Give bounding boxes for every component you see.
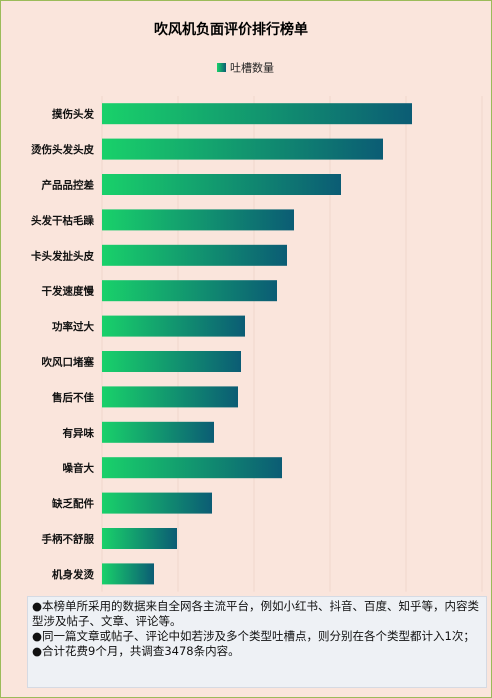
legend: 吐槽数量	[217, 62, 274, 75]
category-label: 卡头发扯头皮	[31, 249, 94, 262]
bar	[102, 138, 383, 160]
category-label: 噪音大	[63, 462, 95, 475]
category-label: 缺乏配件	[51, 497, 94, 510]
bar	[102, 103, 412, 125]
legend-swatch	[217, 63, 226, 72]
bar-chart: 吹风机负面评价排行榜单 吐槽数量 摸伤头发烫伤头发头皮产品品控差头发干枯毛躁卡头…	[31, 21, 483, 592]
bar	[102, 209, 294, 231]
category-label: 功率过大	[52, 320, 94, 333]
category-label: 产品品控差	[42, 179, 95, 192]
legend-label: 吐槽数量	[230, 62, 274, 75]
category-label: 吹风口堵塞	[42, 356, 95, 369]
bar	[102, 492, 212, 514]
bar	[102, 244, 287, 266]
category-label: 机身发烫	[52, 568, 94, 581]
bar	[102, 280, 277, 302]
category-labels: 摸伤头发烫伤头发头皮产品品控差头发干枯毛躁卡头发扯头皮干发速度慢功率过大吹风口堵…	[31, 108, 94, 581]
bar	[102, 315, 245, 337]
bar	[102, 528, 177, 549]
notes-box: ●本榜单所采用的数据来自全网各主流平台，例如小红书、抖音、百度、知乎等，内容类型…	[27, 596, 487, 688]
category-label: 头发干枯毛躁	[31, 214, 94, 227]
gridlines	[101, 96, 483, 592]
bar	[102, 421, 214, 443]
bar	[102, 351, 241, 372]
category-label: 摸伤头发	[52, 108, 94, 121]
note-sources: ●本榜单所采用的数据来自全网各主流平台，例如小红书、抖音、百度、知乎等，内容类型…	[32, 599, 480, 628]
category-label: 烫伤头发头皮	[31, 143, 94, 156]
bars	[102, 103, 412, 585]
category-label: 售后不佳	[52, 391, 94, 404]
bar	[102, 386, 238, 408]
bar	[102, 174, 341, 195]
note-total: ●合计花费9个月，共调查3478条内容。	[32, 644, 240, 658]
bar	[102, 457, 282, 479]
category-label: 干发速度慢	[42, 285, 95, 298]
chart-title: 吹风机负面评价排行榜单	[154, 21, 308, 38]
category-label: 手柄不舒服	[42, 533, 95, 546]
note-counting: ●同一篇文章或帖子、评论中如若涉及多个类型吐槽点，则分别在各个类型都计入1次；	[32, 629, 475, 643]
bar	[102, 563, 154, 585]
category-label: 有异味	[63, 426, 95, 439]
